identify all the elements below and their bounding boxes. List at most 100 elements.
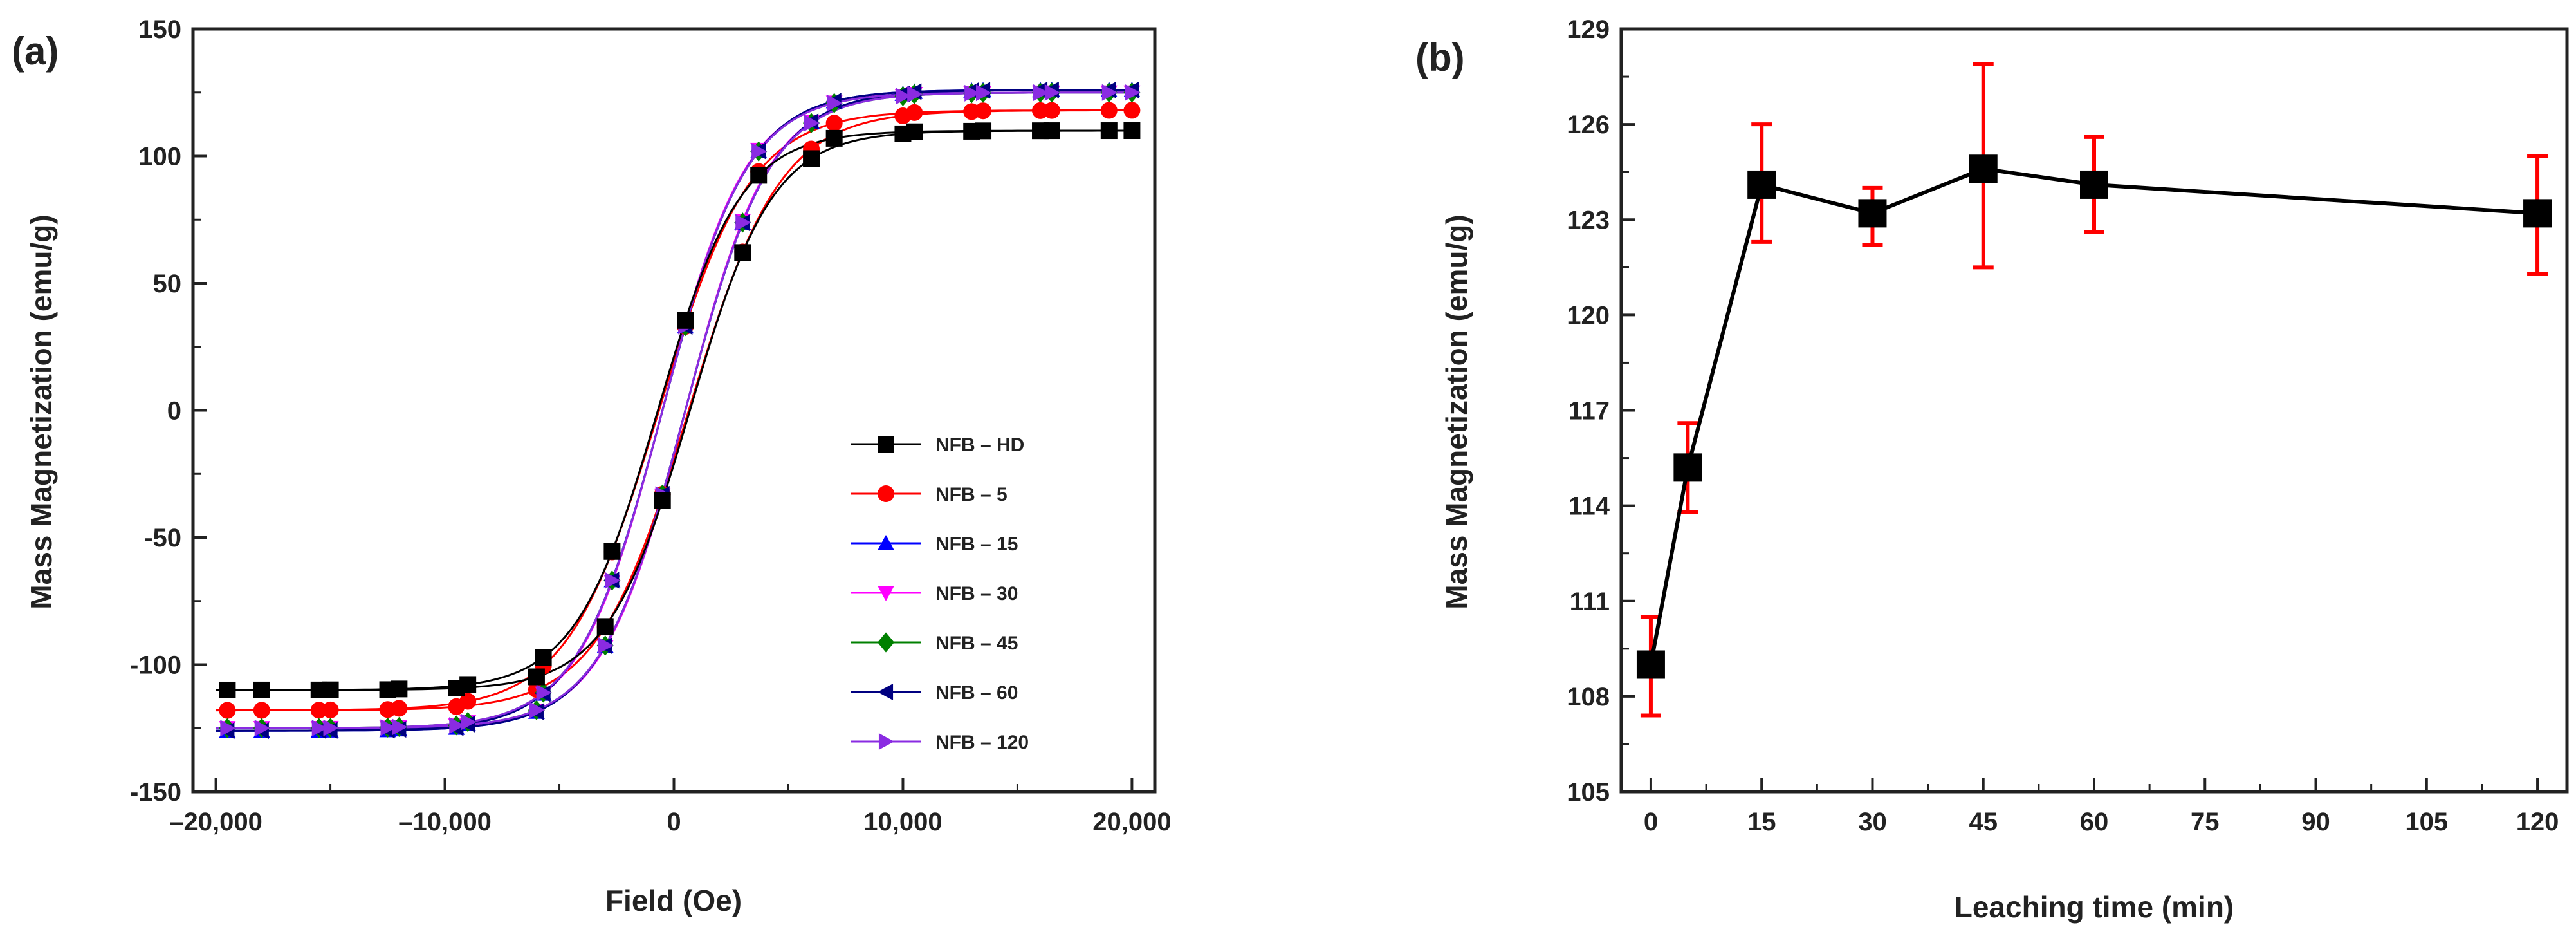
chart-a-x-tick-label: –20,000 <box>169 808 262 836</box>
chart-a-x-axis-title: Field (Oe) <box>605 884 742 917</box>
chart-a-data-point <box>1101 84 1118 101</box>
chart-a-data-point <box>1123 102 1141 119</box>
chart-a-data-point <box>906 123 923 140</box>
chart-b-data-point <box>1747 170 1776 199</box>
chart-a-data-point <box>254 720 270 737</box>
chart-a-data-point <box>459 676 477 693</box>
chart-a-legend-label: NFB – 30 <box>935 583 1018 604</box>
chart-a-legend-marker <box>878 535 894 551</box>
chart-a-legend-label: NFB – 60 <box>935 682 1018 704</box>
chart-a-data-point <box>825 115 843 132</box>
chart-a-data-point <box>975 84 992 102</box>
chart-a-series-curve-ascending <box>216 129 1132 691</box>
chart-b-tick-labels: 0 15 30 45 60 75 90 105 120 105 108 111 114 117 120 123… <box>1567 15 2559 836</box>
chart-b-series-line <box>1648 167 2538 666</box>
chart-b-magnetization-vs-leaching-time: (b) 0 15 30 45 60 75 90 105 120 105 108 111 114 117 12… <box>1415 15 2569 924</box>
chart-a-y-tick-label: -150 <box>130 778 181 807</box>
chart-a-data-point <box>598 637 614 654</box>
chart-b-x-axis-title: Leaching time (min) <box>1955 890 2234 924</box>
chart-b-y-tick-label: 129 <box>1567 15 1610 44</box>
chart-a-data-point <box>827 95 843 112</box>
chart-a-data-point <box>535 649 552 666</box>
chart-a-data-point <box>975 122 992 140</box>
chart-a-data-point <box>391 680 408 698</box>
chart-b-x-tick-label: 45 <box>1969 808 1998 836</box>
chart-a-data-point <box>1044 84 1060 101</box>
chart-b-x-tick-label: 105 <box>2405 808 2448 836</box>
chart-a-y-tick-label: 150 <box>138 15 181 44</box>
chart-a-data-point <box>1043 122 1060 140</box>
chart-a-y-tick-label: 50 <box>153 270 182 298</box>
chart-a-data-point <box>825 129 843 147</box>
chart-a-data-point <box>253 681 270 698</box>
chart-a-y-tick-label: -100 <box>130 651 181 680</box>
chart-a-data-point <box>1100 102 1118 119</box>
chart-b-data-point <box>2523 199 2552 228</box>
chart-b-y-axis-title: Mass Magnetization (emu/g) <box>1440 214 1473 609</box>
chart-a-data-point <box>654 492 671 509</box>
chart-a-data-point <box>219 681 236 698</box>
chart-a-legend-label: NFB – HD <box>935 434 1024 456</box>
chart-a-data-point <box>907 86 923 103</box>
chart-a-data-point <box>804 115 820 132</box>
chart-a-data-point <box>392 718 408 736</box>
chart-b-y-tick-label: 126 <box>1567 111 1610 139</box>
chart-a-series-curve-descending <box>216 129 1132 691</box>
chart-a-y-axis-title: Mass Magnetization (emu/g) <box>24 214 58 609</box>
chart-a-data-point <box>1123 122 1141 140</box>
chart-b-data-point <box>2080 170 2108 199</box>
chart-b-data-point <box>1969 154 1998 183</box>
chart-b-x-tick-label: 90 <box>2301 808 2330 836</box>
chart-a-legend-marker <box>878 632 894 653</box>
chart-a-data-point <box>311 720 327 737</box>
chart-b-error-bars <box>1640 62 2548 718</box>
chart-a-tick-labels: –20,000 –10,000 0 10,000 20,000 -150 -100 -50 0 5… <box>130 15 1172 836</box>
chart-a-data-point <box>220 720 236 737</box>
chart-a-x-tick-label: 0 <box>667 808 681 836</box>
chart-a-data-point <box>528 668 545 686</box>
chart-b-y-tick-label: 105 <box>1567 778 1610 807</box>
chart-a-x-tick-label: –10,000 <box>398 808 492 836</box>
chart-a-panel-label: (a) <box>12 30 59 73</box>
chart-a-data-point <box>896 88 912 105</box>
chart-a-data-point <box>529 702 545 719</box>
chart-a-data-point <box>750 167 768 184</box>
chart-a-data-point <box>219 702 236 719</box>
chart-b-x-tick-label: 75 <box>2191 808 2220 836</box>
chart-b-data-point <box>1858 199 1887 228</box>
chart-b-y-tick-label: 123 <box>1567 206 1610 234</box>
chart-a-ticks <box>193 28 1134 793</box>
chart-a-data-point <box>964 84 980 102</box>
chart-a-data-point <box>906 104 923 121</box>
chart-a-series-curve-descending <box>216 109 1132 711</box>
chart-a-magnetization-vs-field: (a) –20,000 –10,000 0 10,000 20,000 -150 -100 -… <box>12 15 1172 917</box>
chart-a-data-point <box>536 684 552 701</box>
chart-a-legend-label: NFB – 120 <box>935 732 1029 753</box>
chart-a-data-point <box>735 214 751 231</box>
chart-a-data-point <box>734 244 751 261</box>
chart-a-data-point <box>449 716 465 734</box>
chart-a-x-tick-label: 10,000 <box>863 808 942 836</box>
chart-a-y-tick-label: 0 <box>167 397 181 425</box>
chart-a-data-point <box>253 702 270 719</box>
chart-b-x-tick-label: 15 <box>1747 808 1776 836</box>
chart-b-ticks <box>1621 28 2539 793</box>
chart-a-data-point <box>1125 84 1141 101</box>
chart-a-data-point <box>322 701 339 718</box>
chart-b-x-tick-label: 120 <box>2516 808 2559 836</box>
chart-a-data-point <box>603 543 621 560</box>
chart-a-legend-label: NFB – 5 <box>935 484 1007 505</box>
chart-a-data-point <box>380 719 396 736</box>
chart-a-legend-marker <box>878 684 894 700</box>
chart-a-legend-label: NFB – 45 <box>935 633 1018 654</box>
chart-a-data-point <box>803 150 820 167</box>
chart-a-data-point <box>677 312 694 329</box>
chart-a-series-curve-ascending <box>216 109 1132 712</box>
chart-a-data-point <box>1043 102 1060 119</box>
chart-b-y-tick-label: 120 <box>1567 301 1610 330</box>
chart-b-x-tick-label: 60 <box>2080 808 2109 836</box>
chart-a-y-tick-label: 100 <box>138 143 181 171</box>
chart-b-data-point <box>1636 650 1665 679</box>
chart-a-data-point <box>596 618 614 635</box>
